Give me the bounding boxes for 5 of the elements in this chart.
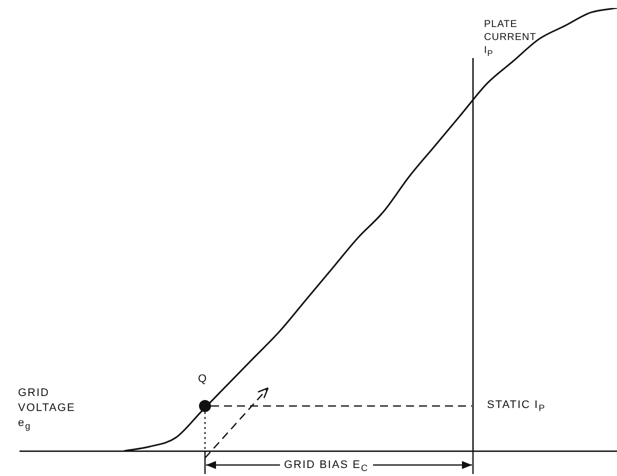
text: GRID BIAS E$_{C}$ xyxy=(280,458,373,476)
annotation: Q xyxy=(198,372,209,387)
annotation: STATIC I$_{P}$ xyxy=(487,398,547,416)
annotation: PLATE CURRENT I$_{P}$ xyxy=(484,18,538,60)
annotation: GRID VOLTAGE e$_{g}$ xyxy=(18,386,76,434)
